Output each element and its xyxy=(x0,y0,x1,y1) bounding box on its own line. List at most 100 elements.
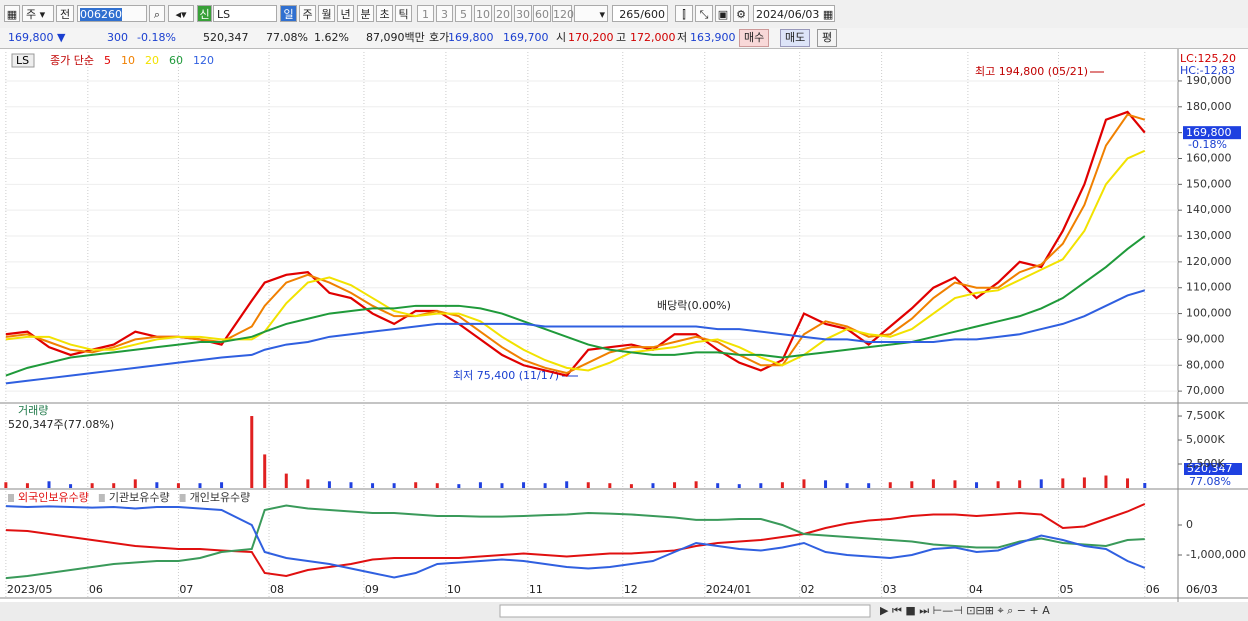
interval-button[interactable]: 120 xyxy=(552,5,574,22)
x-tick-label: 04 xyxy=(969,583,983,596)
date-input[interactable]: 2024/06/03 ▦ xyxy=(753,5,835,22)
period-button[interactable]: 틱 xyxy=(395,5,412,22)
legend-entry: 외국인보유수량 xyxy=(18,491,89,504)
period-button[interactable]: 분 xyxy=(357,5,374,22)
x-tick-label: 11 xyxy=(529,583,543,596)
interval-button[interactable]: 60 xyxy=(533,5,551,22)
volume-bar xyxy=(1126,478,1130,488)
interval-button[interactable]: 1 xyxy=(417,5,434,22)
volume-bar xyxy=(306,479,310,488)
interval-select[interactable]: ▾ xyxy=(574,5,608,22)
legend-entry: 5 xyxy=(104,54,111,67)
period-button[interactable]: 년 xyxy=(337,5,354,22)
interval-button[interactable]: 3 xyxy=(436,5,453,22)
volume-bar xyxy=(543,483,547,488)
x-tick-label: 07 xyxy=(179,583,193,596)
lc: LC:125,20 xyxy=(1180,52,1236,65)
name-input[interactable]: LS xyxy=(213,5,277,22)
last-change: -0.18% xyxy=(1188,138,1227,151)
turnover: 1.62% xyxy=(314,31,349,44)
volume-title: 거래량 xyxy=(18,404,48,417)
volume-box xyxy=(1184,463,1242,475)
y-tick-label: 2,500K xyxy=(1186,457,1225,470)
volume-bar xyxy=(759,483,763,488)
volume-bar xyxy=(716,483,720,488)
ask: 169,800 xyxy=(448,31,494,44)
market: 주 xyxy=(26,8,37,21)
y-tick-label: 70,000 xyxy=(1186,384,1225,397)
volume-bar xyxy=(69,484,73,488)
x-tick-label: 03 xyxy=(883,583,897,596)
high-annotation: 최고 194,800 (05/21) xyxy=(975,65,1088,78)
legend-swatch xyxy=(8,494,14,502)
volume-bar xyxy=(931,479,935,488)
volume-bar xyxy=(220,482,224,488)
volume-bar xyxy=(327,481,331,488)
volume-last: 520,347 xyxy=(1187,462,1233,475)
volume-bar xyxy=(996,481,1000,488)
y-tick-label: 110,000 xyxy=(1186,281,1232,294)
interval-button[interactable]: 5 xyxy=(455,5,472,22)
volume-bar xyxy=(586,482,590,488)
buy-button[interactable]: 매수 xyxy=(739,29,770,47)
legend-entry: 10 xyxy=(121,54,135,67)
interval-button[interactable]: 30 xyxy=(514,5,532,22)
interval-button[interactable]: 20 xyxy=(494,5,512,22)
legend-entry: 60 xyxy=(169,54,183,67)
legend-box xyxy=(11,53,35,68)
volume-bar xyxy=(824,480,828,488)
sell-button[interactable]: 매도 xyxy=(780,29,811,47)
legend-entry: 기관보유수량 xyxy=(109,491,170,504)
period-button[interactable]: 초 xyxy=(376,5,393,22)
prev-button[interactable]: 전 xyxy=(56,5,74,22)
volume-bar xyxy=(371,483,375,488)
x-tick-label: 06 xyxy=(89,583,103,596)
open-label: 시 xyxy=(556,31,567,44)
y-tick-label: 7,500K xyxy=(1186,409,1225,422)
price: 169,800 ▼ xyxy=(8,31,66,44)
tool-button[interactable]: ⤡ xyxy=(695,5,713,22)
search-button[interactable]: ⌕ xyxy=(149,5,165,22)
volume-bar xyxy=(651,483,655,488)
low-annotation: 최저 75,400 (11/17) xyxy=(453,369,559,382)
period-button[interactable]: 월 xyxy=(318,5,335,22)
scroll-controls[interactable]: ▶ ⏮ ■ ⏭ ⊢—⊣ ⊡⊟⊞ ⌖ ⌕ − + A xyxy=(880,604,1050,617)
avg-button[interactable]: 평 xyxy=(817,29,838,47)
volume-bar xyxy=(435,483,439,488)
code-input[interactable]: 006260 xyxy=(77,5,147,22)
series-line xyxy=(5,505,1146,579)
hc: HC:-12,83 xyxy=(1180,64,1235,77)
x-tick-label: 02 xyxy=(801,583,815,596)
period-button[interactable]: 일 xyxy=(280,5,297,22)
volume-bar xyxy=(694,481,698,488)
volume-bar xyxy=(888,482,892,488)
settings-button[interactable]: ⚙ xyxy=(733,5,749,22)
period-button[interactable]: 주 xyxy=(299,5,316,22)
tool-button[interactable]: ▣ xyxy=(715,5,731,22)
toolbar: ▦ 주 ▾ 전 006260 ⌕ ◂▾ 신 LS 일 주 월 년 분 초 틱 1… xyxy=(0,0,1248,29)
volume-bar xyxy=(1143,483,1147,488)
tool-button[interactable]: ⫿ xyxy=(675,5,693,22)
volume-bar xyxy=(1104,475,1108,488)
volume-bar xyxy=(457,484,461,488)
volume-bar xyxy=(522,482,526,488)
menu-icon[interactable]: ▦ xyxy=(4,5,20,22)
low: 163,900 xyxy=(690,31,736,44)
x-tick-label: 2024/01 xyxy=(706,583,752,596)
series-line xyxy=(5,504,1145,580)
count-input[interactable]: 265/600 xyxy=(612,5,668,22)
code: 006260 xyxy=(80,8,122,21)
amount: 87,090백만 xyxy=(366,31,425,44)
interval-button[interactable]: 10 xyxy=(474,5,492,22)
market-select[interactable]: 주 ▾ xyxy=(22,5,54,22)
scroll-thumb[interactable] xyxy=(499,604,871,618)
volume-bar xyxy=(478,482,482,488)
legend-entry: 20 xyxy=(145,54,159,67)
x-tick-label: 12 xyxy=(624,583,638,596)
volume-bar xyxy=(867,483,871,488)
sound-button[interactable]: ◂▾ xyxy=(168,5,194,22)
y-tick-label: 190,000 xyxy=(1186,74,1232,87)
volume-bar xyxy=(1039,479,1043,488)
